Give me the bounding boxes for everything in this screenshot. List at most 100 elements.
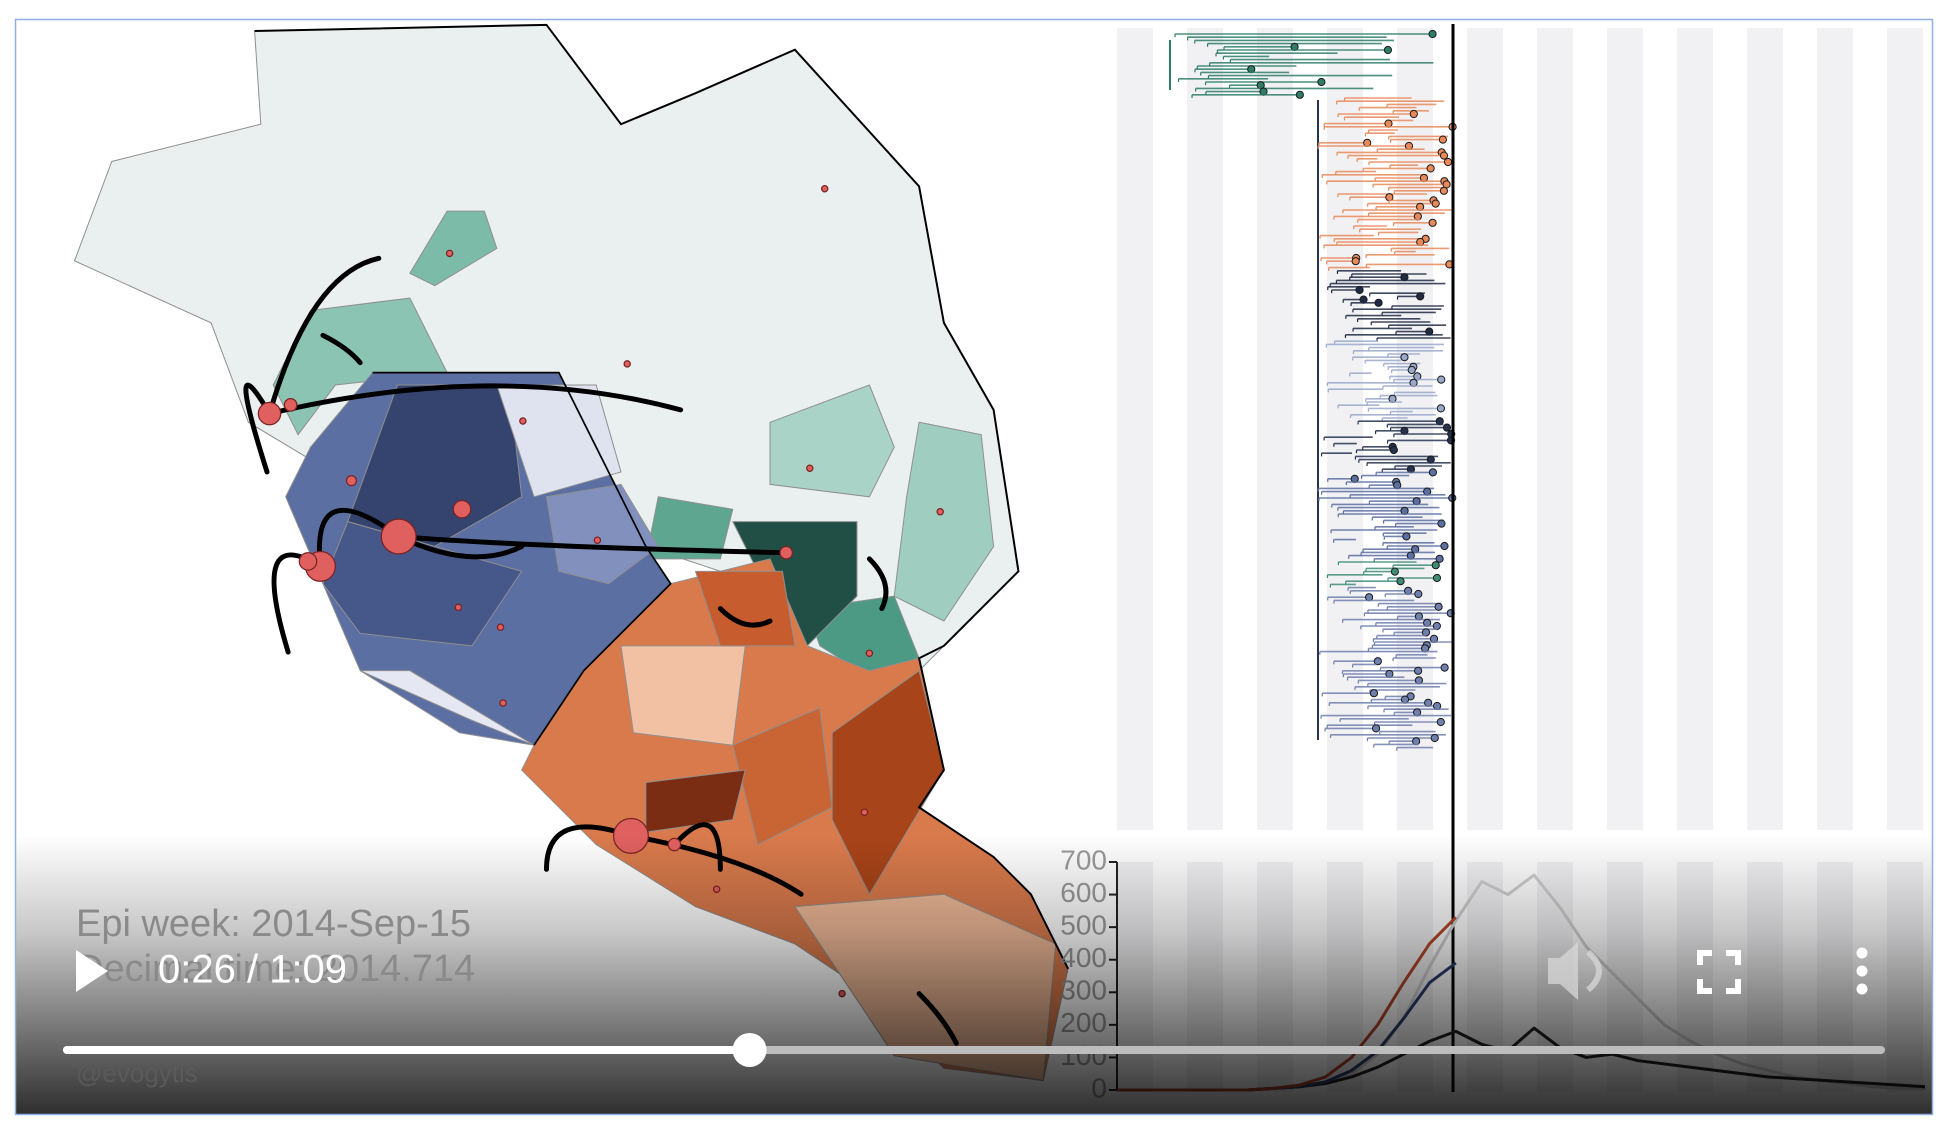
tree-tip bbox=[1440, 541, 1449, 551]
tree-tip bbox=[1439, 151, 1449, 160]
controls: 0:26 / 1:09 bbox=[63, 942, 1885, 1067]
tree-tip bbox=[1431, 199, 1440, 208]
arc bbox=[267, 383, 684, 417]
epi-week: Epi week: 2014-Sep-15 bbox=[76, 903, 471, 945]
arc bbox=[866, 556, 889, 612]
region bbox=[769, 384, 895, 498]
case-circle bbox=[623, 360, 631, 368]
tree-tip bbox=[1400, 353, 1409, 362]
more-dot bbox=[1856, 983, 1868, 995]
arc bbox=[320, 332, 363, 366]
tree-tip bbox=[1443, 157, 1453, 167]
region bbox=[272, 297, 448, 436]
tree-tip bbox=[1414, 666, 1423, 675]
fullscreen-button[interactable] bbox=[1697, 950, 1741, 994]
stripe bbox=[1537, 28, 1573, 830]
frame-border bbox=[14, 18, 1934, 1116]
case-circle bbox=[452, 499, 472, 519]
overlay-text: Epi week: 2014-Sep-15 Decimal time: 2014… bbox=[76, 903, 475, 1088]
tree-tip bbox=[1374, 298, 1383, 307]
region bbox=[694, 570, 796, 647]
tree-tip bbox=[1402, 532, 1411, 541]
tree-tip bbox=[1434, 602, 1443, 611]
tree-tip bbox=[1430, 733, 1439, 743]
case-circle bbox=[298, 552, 318, 571]
region bbox=[496, 384, 622, 498]
tree-tip bbox=[1432, 573, 1442, 583]
case-circle bbox=[593, 536, 602, 544]
tree-tip bbox=[1373, 657, 1382, 666]
stripe bbox=[1327, 28, 1363, 830]
stripe bbox=[1607, 28, 1643, 830]
case-circle bbox=[345, 475, 358, 487]
tree-tip bbox=[1437, 375, 1446, 384]
arc bbox=[317, 507, 402, 569]
tree-tip bbox=[1407, 365, 1416, 375]
arc bbox=[717, 606, 773, 628]
arc bbox=[396, 534, 785, 556]
tree-tip bbox=[1409, 109, 1418, 119]
tree-tip bbox=[1440, 663, 1449, 672]
time-display: 0:26 / 1:09 bbox=[158, 948, 347, 992]
tree-tip bbox=[1428, 29, 1437, 39]
case-circle bbox=[820, 185, 829, 193]
region bbox=[620, 645, 746, 746]
case-circle bbox=[496, 623, 505, 631]
tree-tip bbox=[1439, 186, 1449, 195]
tree-tip bbox=[1442, 423, 1452, 432]
border bbox=[254, 23, 1070, 970]
arc bbox=[243, 382, 272, 475]
volume-button[interactable] bbox=[1548, 942, 1602, 1000]
stripe bbox=[1467, 28, 1503, 830]
tree-tip bbox=[1396, 577, 1405, 586]
video-content: 0100200300400500600700 Epi week: 2014-Se… bbox=[15, 23, 1933, 1115]
stripe bbox=[1817, 28, 1853, 830]
tree-tip bbox=[1317, 77, 1326, 87]
tree-tip bbox=[1351, 257, 1360, 266]
tree-tip bbox=[1390, 567, 1399, 576]
progress-bar[interactable] bbox=[63, 1033, 1885, 1067]
tree-tip bbox=[1371, 724, 1381, 733]
region bbox=[409, 210, 498, 287]
decimal-time: Decimal time: 2014.714 bbox=[76, 948, 475, 990]
border bbox=[372, 371, 672, 746]
tree-tip bbox=[1369, 689, 1379, 698]
tree-tip bbox=[1431, 561, 1440, 570]
case-circle bbox=[454, 603, 463, 612]
play-button[interactable] bbox=[76, 950, 108, 992]
stripe bbox=[1257, 28, 1293, 830]
volume-icon bbox=[1548, 942, 1578, 1000]
case-circle bbox=[499, 699, 507, 707]
tree-tip bbox=[1436, 717, 1445, 727]
tree-tip bbox=[1295, 90, 1304, 99]
tree-tip bbox=[1421, 628, 1431, 637]
progress-knob bbox=[732, 1033, 767, 1067]
case-circle bbox=[380, 518, 417, 555]
tree-tip bbox=[1436, 404, 1446, 413]
stripe bbox=[1887, 28, 1923, 830]
region bbox=[322, 521, 523, 647]
tree-tip bbox=[1383, 45, 1393, 55]
case-circle bbox=[860, 808, 869, 816]
stripe bbox=[1187, 28, 1223, 830]
stripe bbox=[1747, 28, 1783, 830]
stripe bbox=[1117, 28, 1153, 830]
credit: @evogytis bbox=[76, 1058, 198, 1088]
more-button[interactable] bbox=[1856, 947, 1868, 995]
case-circle bbox=[806, 464, 814, 472]
tree-tip bbox=[1389, 445, 1398, 455]
controls-shade bbox=[15, 835, 1933, 1115]
tree-tip bbox=[1414, 589, 1423, 599]
tree-tip bbox=[1438, 135, 1447, 144]
tree-tip bbox=[1426, 164, 1435, 173]
progress-played bbox=[63, 1046, 750, 1054]
more-dot bbox=[1856, 965, 1868, 977]
case-circle bbox=[865, 649, 874, 658]
tree-tip bbox=[1435, 554, 1444, 563]
case-circle bbox=[519, 417, 527, 425]
stripe bbox=[1677, 28, 1713, 830]
case-circle bbox=[936, 507, 944, 516]
tree-tip bbox=[1355, 285, 1364, 295]
